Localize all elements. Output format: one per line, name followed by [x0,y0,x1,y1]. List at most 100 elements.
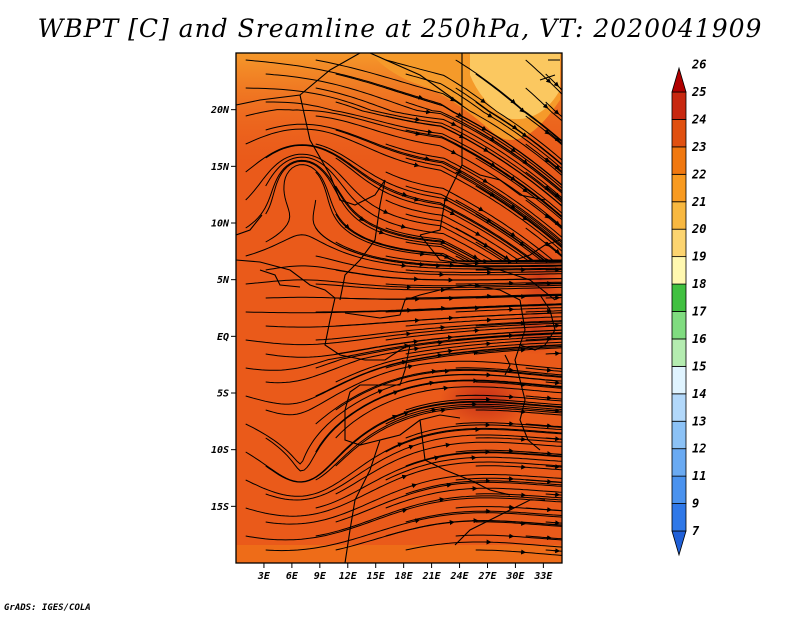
streamline-arrow [510,147,517,153]
streamline-arrow [482,147,489,152]
streamline-arrow [438,497,445,503]
streamline-arrow [510,204,516,209]
streamline-arrow [391,414,398,420]
colorbar-label: 12 [692,442,706,456]
colorbar-box [671,283,687,312]
streamline-arrow [401,191,408,197]
colorbar-box [671,173,687,203]
streamline-arrow [487,112,493,118]
lon-tick-label: 6E [286,571,299,582]
streamline-arrow [511,124,518,130]
streamline-arrow [446,348,454,354]
streamline-arrow [450,149,457,155]
streamline-arrow [396,442,403,448]
streamline-arrow [480,98,486,104]
colorbar-box [671,311,687,340]
streamline-arrow [553,109,560,115]
lon-tick-label: 27E [477,571,497,582]
colorbar-label: 25 [691,85,706,99]
lon-tick-label: 3E [257,571,271,582]
streamline-arrow [392,390,399,396]
lon-tick-label: 18E [395,571,414,582]
lon-tick-label: 24E [450,571,470,582]
country-borders [236,53,561,563]
streamline-arrow [413,196,420,202]
streamline-arrow [436,352,443,358]
streamline-arrow [413,116,421,122]
streamline-arrow [423,156,431,161]
streamline-arrow [553,81,559,87]
streamline-arrow [477,206,484,212]
lat-tick-label: 10S [211,445,229,456]
streamline-arrow [554,164,561,170]
streamline-arrow [414,131,421,136]
colorbar-labels: 7 9 11 12 13 14 15 16 17 18 19 20 21 22 23 24 25 26 [691,58,707,538]
streamline-arrow [510,231,516,237]
streamline-arrow [410,483,418,489]
plot-frame [235,52,563,564]
colorbar-box [671,365,687,395]
streamline-arrow [412,346,420,352]
colorbar-box [671,256,687,285]
streamlines [245,59,562,556]
colorbar-box [671,91,687,120]
streamline-arrow [424,109,432,115]
streamline-arrow [554,220,561,226]
streamline-arrow [430,369,437,374]
lat-tick-label: 15N [211,162,230,173]
lon-tick-label: 15E [367,571,386,582]
streamline-arrow [417,94,424,100]
colorbar-box [671,228,687,258]
longitude-axis: 3E 6E 9E 12E 15E 18E 21E 24E 27E 30E 33E [257,563,553,582]
colorbar-label: 17 [692,305,707,319]
colorbar-label: 21 [691,195,706,209]
streamline-arrow [474,231,481,236]
chart-title: WBPT [C] and Sreamline at 250hPa, VT: 20… [37,14,763,43]
streamline-arrow [344,223,350,230]
streamline-arrow [449,96,456,102]
colorbar-box [671,146,687,175]
colorbar-label: 16 [692,332,706,346]
colorbar-label: 24 [691,112,706,126]
streamline-arrow [510,175,516,181]
streamline-arrow [358,216,365,222]
streamline-arrow [399,223,407,229]
streamline-arrow [413,518,421,524]
colorbar-box [671,119,687,148]
lon-tick-label: 12E [339,571,358,582]
streamline-arrow [450,121,457,126]
lat-tick-label: 10N [211,219,230,230]
streamline-arrow [444,442,451,448]
streamline-arrow [554,192,560,198]
colorbar-label: 7 [692,524,700,538]
lat-tick-label: 5S [217,389,229,400]
streamline-arrow [544,129,550,135]
streamline-arrow [554,248,561,254]
lon-tick-label: 30E [505,571,525,582]
colorbar-box [671,475,687,504]
streamline-arrow [522,187,528,193]
streamline-arrow [482,242,489,248]
lat-tick-label: 5N [217,275,230,286]
streamline-arrow [402,411,410,416]
streamline-arrow [412,162,420,168]
lon-tick-label: 9E [314,571,327,582]
colorbar-label: 14 [692,387,706,401]
lat-tick-label: EQ [217,332,229,343]
streamline-arrow [406,364,414,370]
streamline-arrow [430,407,437,413]
streamline-arrow [544,185,550,191]
colorbar-label: 20 [691,222,706,236]
streamline-arrow [401,508,408,514]
streamline-arrow [521,132,528,138]
streamline-arrow [544,157,550,163]
streamline-arrow [378,229,385,235]
colorbar-box [671,448,687,477]
lat-tick-label: 20N [210,105,230,116]
colorbar-label: 26 [691,58,706,72]
lat-tick-label: 15S [211,502,229,513]
colorbar-box [671,201,687,230]
colorbar-box [671,393,687,422]
field-coolest [470,53,560,120]
